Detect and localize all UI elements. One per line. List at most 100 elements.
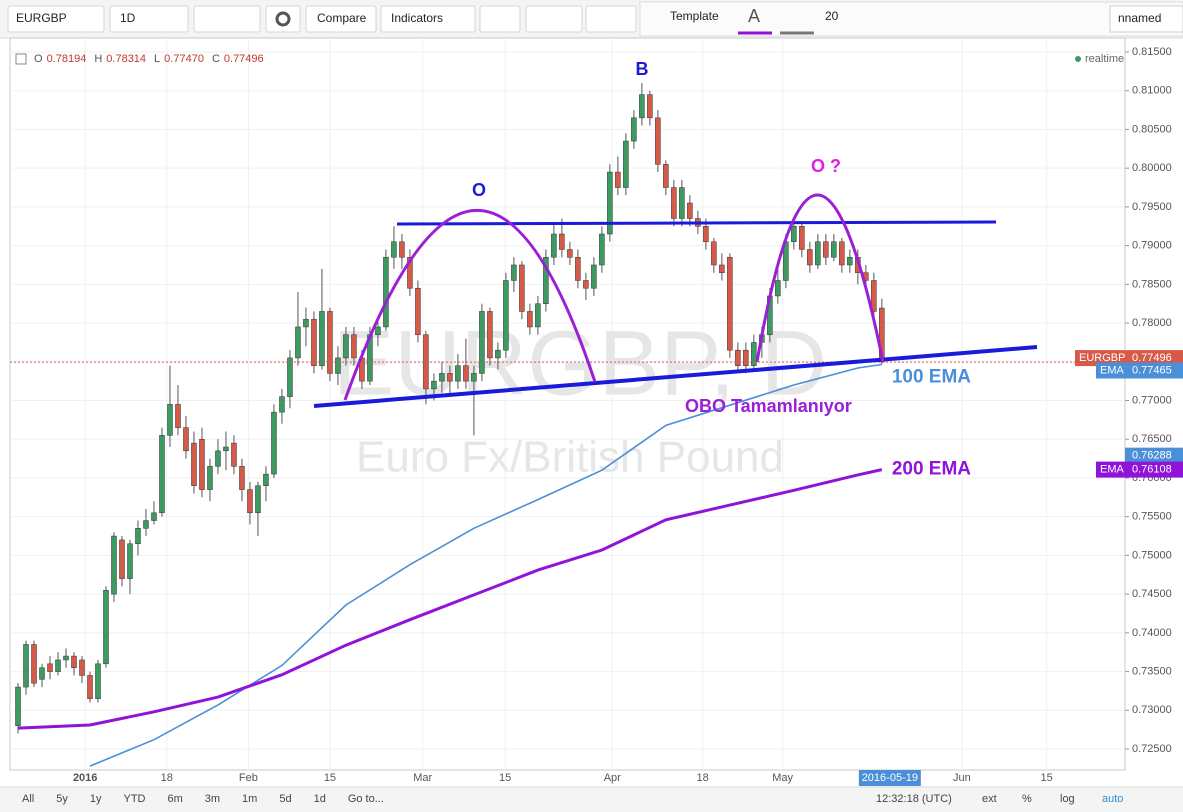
candle-body [327, 311, 333, 374]
y-tick-label: 0.74000 [1132, 627, 1172, 639]
price-label: 0.76108 [1132, 464, 1172, 476]
range-button[interactable]: All [22, 793, 34, 805]
candle-body [655, 117, 661, 165]
candle-body [647, 94, 653, 119]
alert-button[interactable] [479, 5, 521, 33]
candle-body [135, 528, 141, 545]
range-button[interactable]: 5d [279, 793, 291, 805]
candle-body [471, 373, 477, 382]
candle-body [199, 438, 205, 490]
text-tool-icon[interactable]: A [748, 6, 760, 26]
y-tick-label: 0.78500 [1132, 278, 1172, 290]
chart-style-button[interactable] [193, 5, 261, 33]
price-label: 0.77496 [1132, 352, 1172, 364]
candle-body [151, 512, 157, 521]
candle-body [639, 94, 645, 119]
candle-body [711, 241, 717, 266]
candle-body [679, 187, 685, 219]
symbol-input[interactable]: EURGBP [16, 11, 67, 25]
layout-name[interactable]: nnamed [1118, 11, 1161, 25]
candle-body [543, 256, 549, 304]
candle-body [31, 644, 37, 684]
price-label-name-box [1075, 350, 1125, 367]
bottom-controls: All 5y 1y YTD 6m 3m 1m 5d 1d Go to... ext% log auto [22, 793, 1123, 805]
candle-body [703, 226, 709, 243]
ideas-button[interactable] [525, 5, 583, 33]
candle-body [727, 256, 733, 351]
candle-body [207, 466, 213, 490]
ema-label: 100 EMA [892, 367, 971, 388]
candle-body [663, 164, 669, 188]
x-tick-label: 2016 [73, 772, 97, 784]
option-button[interactable]: auto [1102, 793, 1123, 805]
indicators-button[interactable]: Indicators [391, 11, 443, 25]
y-tick-label: 0.75500 [1132, 511, 1172, 523]
font-size-button[interactable]: 20 [825, 9, 839, 23]
candle-body [415, 287, 421, 335]
candle-body [671, 187, 677, 219]
range-button[interactable]: 6m [167, 793, 182, 805]
candle-body [623, 140, 629, 188]
legend-key: L [154, 53, 160, 65]
range-button[interactable]: 5y [56, 793, 68, 805]
candle-body [871, 280, 877, 312]
undo-redo[interactable] [585, 5, 637, 33]
layout-box[interactable] [1109, 5, 1183, 33]
annotation: OBO Tamamlanıyor [685, 396, 852, 416]
candle-body [615, 171, 621, 188]
symbol-box[interactable] [7, 5, 105, 33]
range-button[interactable]: 3m [205, 793, 220, 805]
y-tick-label: 0.73000 [1132, 704, 1172, 716]
range-button[interactable]: Go to... [348, 793, 384, 805]
compare-button[interactable]: Compare [317, 11, 367, 25]
candle-body [175, 404, 181, 428]
candle-body [479, 311, 485, 374]
y-tick-label: 0.78000 [1132, 317, 1172, 329]
y-tick-label: 0.73500 [1132, 665, 1172, 677]
settings-button[interactable] [265, 5, 301, 33]
interval-button[interactable]: 1D [120, 11, 136, 25]
candle-body [311, 318, 317, 366]
candle-body [431, 380, 437, 390]
trendline [313, 345, 1038, 408]
option-button[interactable]: log [1060, 793, 1075, 805]
option-button[interactable]: ext [982, 793, 997, 805]
neckline [396, 220, 997, 226]
price-label-box [1125, 447, 1183, 464]
bottom-bar [0, 787, 1183, 812]
candle-body [567, 249, 573, 258]
y-tick-label: 0.77000 [1132, 394, 1172, 406]
compare-box[interactable] [305, 5, 377, 33]
y-tick-label: 0.79500 [1132, 201, 1172, 213]
candle-body [791, 226, 797, 243]
candle-body [383, 256, 389, 328]
candle-body [335, 357, 341, 374]
candle-body [519, 264, 525, 312]
candle-body [215, 450, 221, 467]
price-label: 0.76288 [1132, 450, 1172, 462]
gear-icon [275, 11, 291, 27]
candle-body [79, 659, 85, 676]
candle-body [223, 446, 229, 452]
range-button[interactable]: 1y [90, 793, 102, 805]
template-button[interactable]: Template [670, 9, 719, 23]
status-dot [1075, 56, 1081, 62]
x-tick-label: Mar [413, 772, 432, 784]
range-button[interactable]: 1m [242, 793, 257, 805]
x-tick-label: Apr [604, 772, 621, 784]
candle-body [575, 256, 581, 281]
x-tick-label: 15 [324, 772, 336, 784]
indicators-box[interactable] [380, 5, 476, 33]
range-button[interactable]: YTD [123, 793, 145, 805]
legend-toggle[interactable] [15, 53, 27, 65]
clock: 12:32:18 (UTC) [876, 793, 952, 805]
candle-body [159, 435, 165, 514]
range-button[interactable]: 1d [314, 793, 326, 805]
price-label-name-box [1096, 461, 1125, 478]
candle-body [839, 241, 845, 266]
candle-body [127, 543, 133, 579]
option-button[interactable]: % [1022, 793, 1032, 805]
price-label-name: EMA [1100, 464, 1125, 476]
interval-box[interactable] [109, 5, 189, 33]
